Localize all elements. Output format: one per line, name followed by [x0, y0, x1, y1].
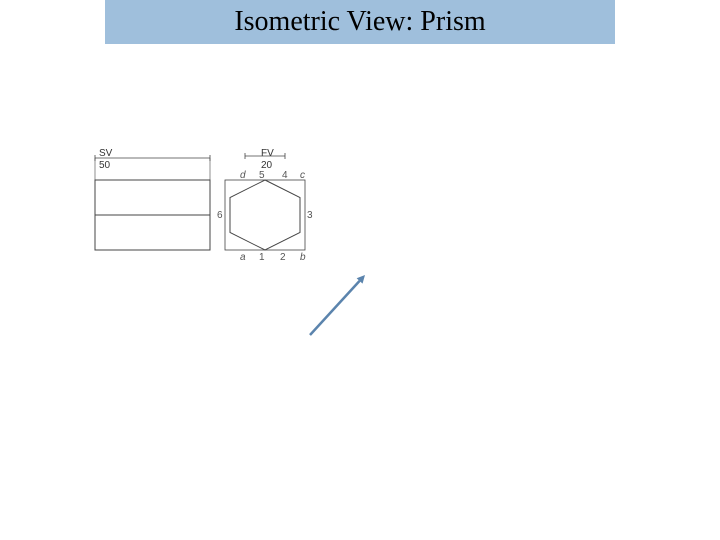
hex-label-b: b [300, 252, 306, 263]
hex-label-5: 5 [259, 170, 265, 181]
hex-label-a: a [240, 252, 246, 263]
view-arrow [305, 270, 375, 345]
hex-label-c: c [300, 170, 305, 181]
hex-label-6: 6 [217, 210, 223, 221]
hex-label-2: 2 [280, 252, 286, 263]
hex-label-d: d [240, 170, 246, 181]
fv-drawing [213, 150, 317, 262]
title-bar: Isometric View: Prism [105, 0, 615, 44]
hex-label-4: 4 [282, 170, 288, 181]
page-title: Isometric View: Prism [234, 6, 485, 38]
arrow-icon [305, 270, 375, 340]
hex-label-1: 1 [259, 252, 265, 263]
sv-drawing [85, 152, 220, 260]
hex-label-3: 3 [307, 210, 313, 221]
